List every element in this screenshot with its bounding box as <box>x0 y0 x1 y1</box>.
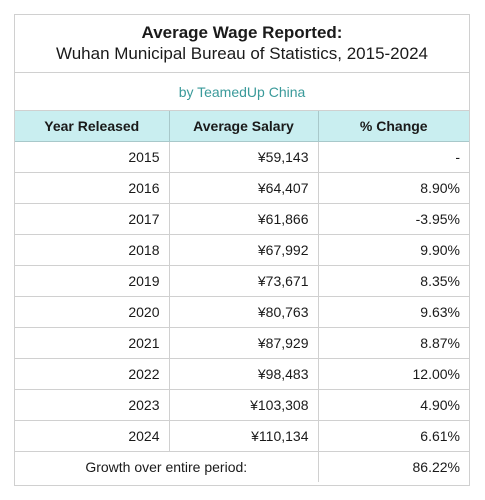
table-row: 2016 ¥64,407 8.90% <box>15 172 469 204</box>
year-cell: 2020 <box>15 296 170 328</box>
table-row: 2020 ¥80,763 9.63% <box>15 296 469 328</box>
salary-cell: ¥80,763 <box>168 296 319 328</box>
year-cell: 2016 <box>15 172 170 204</box>
change-cell: 9.63% <box>317 296 469 328</box>
year-cell: 2019 <box>15 265 170 297</box>
footer-label: Growth over entire period: <box>15 451 319 482</box>
byline: by TeamedUp China <box>15 73 469 111</box>
table-row: 2022 ¥98,483 12.00% <box>15 358 469 390</box>
salary-cell: ¥64,407 <box>168 172 319 204</box>
table-row: 2024 ¥110,134 6.61% <box>15 420 469 452</box>
table-row: 2018 ¥67,992 9.90% <box>15 234 469 266</box>
year-cell: 2018 <box>15 234 170 266</box>
table-row: 2015 ¥59,143- <box>15 141 469 173</box>
table-subtitle: Wuhan Municipal Bureau of Statistics, 20… <box>55 44 429 63</box>
table-row: 2017 ¥61,866 -3.95% <box>15 203 469 235</box>
salary-cell: ¥110,134 <box>168 420 319 452</box>
column-header-salary: Average Salary <box>168 111 319 142</box>
change-cell: 8.35% <box>317 265 469 297</box>
year-cell: 2022 <box>15 358 170 390</box>
year-cell: 2021 <box>15 327 170 359</box>
title-block: Average Wage Reported: Wuhan Municipal B… <box>15 15 469 73</box>
table-title: Average Wage Reported: <box>141 23 343 42</box>
footer-value: 86.22% <box>317 451 469 482</box>
wage-table-card: Average Wage Reported: Wuhan Municipal B… <box>14 14 470 486</box>
change-cell: 9.90% <box>317 234 469 266</box>
change-cell: 12.00% <box>317 358 469 390</box>
change-cell: 6.61% <box>317 420 469 452</box>
salary-cell: ¥59,143 <box>168 141 319 173</box>
year-cell: 2023 <box>15 389 170 421</box>
table-body: 2015 ¥59,143-2016 ¥64,407 8.90% 2017 ¥61,866-… <box>15 141 469 452</box>
salary-cell: ¥87,929 <box>168 327 319 359</box>
table-row: 2023 ¥103,308 4.90% <box>15 389 469 421</box>
column-header-change: % Change <box>317 111 469 142</box>
column-header-year: Year Released <box>15 111 170 142</box>
salary-cell: ¥98,483 <box>168 358 319 390</box>
change-cell: 8.87% <box>317 327 469 359</box>
change-cell: 4.90% <box>317 389 469 421</box>
salary-cell: ¥67,992 <box>168 234 319 266</box>
year-cell: 2015 <box>15 141 170 173</box>
wage-table: Year Released Average Salary % Change 20… <box>15 111 469 482</box>
change-cell: 8.90% <box>317 172 469 204</box>
year-cell: 2024 <box>15 420 170 452</box>
salary-cell: ¥61,866 <box>168 203 319 235</box>
table-row: 2019 ¥73,671 8.35% <box>15 265 469 297</box>
header-row: Year Released Average Salary % Change <box>15 111 469 142</box>
change-cell: - <box>317 141 469 173</box>
salary-cell: ¥73,671 <box>168 265 319 297</box>
table-row: 2021 ¥87,929 8.87% <box>15 327 469 359</box>
footer-row: Growth over entire period: 86.22% <box>15 451 469 482</box>
salary-cell: ¥103,308 <box>168 389 319 421</box>
year-cell: 2017 <box>15 203 170 235</box>
change-cell: -3.95% <box>317 203 469 235</box>
